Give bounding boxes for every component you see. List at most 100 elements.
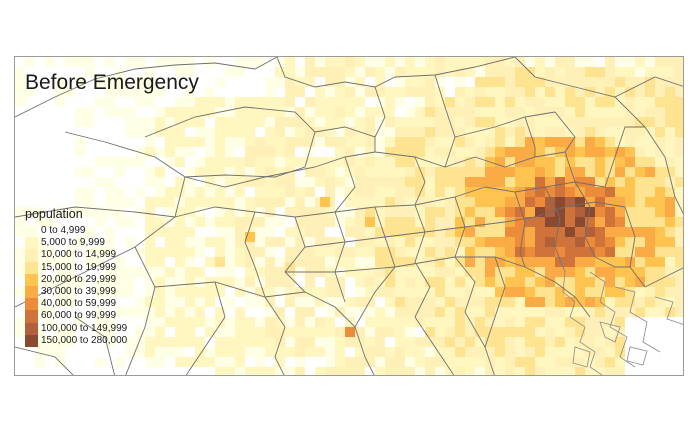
grid-cell	[655, 147, 665, 157]
grid-cell	[645, 297, 655, 307]
grid-cell	[315, 117, 325, 127]
grid-cell	[335, 137, 345, 147]
grid-cell	[155, 57, 165, 67]
grid-cell	[545, 67, 555, 77]
grid-cell	[345, 87, 355, 97]
grid-cell	[645, 147, 655, 157]
grid-cell	[535, 57, 545, 67]
grid-cell	[95, 207, 105, 217]
grid-cell	[295, 67, 305, 77]
grid-cell	[75, 147, 85, 157]
grid-cell	[595, 247, 605, 257]
grid-cell	[185, 137, 195, 147]
grid-cell	[245, 127, 255, 137]
grid-cell	[285, 187, 295, 197]
grid-cell	[175, 337, 185, 347]
grid-cell	[395, 117, 405, 127]
grid-cell	[405, 157, 415, 167]
grid-cell	[215, 227, 225, 237]
grid-cell	[225, 207, 235, 217]
grid-cell	[505, 237, 515, 247]
grid-cell	[275, 277, 285, 287]
grid-cell	[625, 87, 635, 97]
grid-cell	[515, 197, 525, 207]
grid-cell	[535, 237, 545, 247]
grid-cell	[525, 277, 535, 287]
grid-cell	[405, 187, 415, 197]
grid-cell	[205, 327, 215, 337]
grid-cell	[625, 97, 635, 107]
grid-cell	[165, 227, 175, 237]
grid-cell	[565, 217, 575, 227]
grid-cell	[305, 307, 315, 317]
grid-cell	[285, 127, 295, 137]
grid-cell	[445, 197, 455, 207]
grid-cell	[565, 207, 575, 217]
grid-cell	[505, 197, 515, 207]
grid-cell	[455, 267, 465, 277]
grid-cell	[125, 197, 135, 207]
grid-cell	[655, 217, 665, 227]
grid-cell	[295, 337, 305, 347]
grid-cell	[545, 357, 555, 367]
grid-cell	[675, 217, 683, 227]
grid-cell	[325, 347, 335, 357]
grid-cell	[45, 217, 55, 227]
grid-cell	[525, 337, 535, 347]
grid-cell	[315, 287, 325, 297]
grid-cell	[155, 187, 165, 197]
grid-cell	[55, 77, 65, 87]
grid-cell	[185, 97, 195, 107]
boundary-line	[644, 267, 683, 288]
grid-cell	[65, 337, 75, 347]
grid-cell	[265, 157, 275, 167]
grid-cell	[455, 67, 465, 77]
grid-cell	[645, 307, 655, 317]
grid-cell	[395, 97, 405, 107]
grid-cell	[265, 87, 275, 97]
grid-cell	[525, 207, 535, 217]
grid-cell	[465, 177, 475, 187]
legend-swatch	[25, 225, 38, 238]
grid-cell	[345, 177, 355, 187]
grid-cell	[465, 207, 475, 217]
grid-cell	[375, 267, 385, 277]
grid-cell	[135, 307, 145, 317]
grid-cell	[325, 187, 335, 197]
grid-cell	[215, 257, 225, 267]
grid-cell	[85, 167, 95, 177]
grid-cell	[395, 157, 405, 167]
grid-cell	[405, 227, 415, 237]
grid-cell	[555, 287, 565, 297]
grid-cell	[325, 87, 335, 97]
grid-cell	[195, 337, 205, 347]
grid-cell	[645, 167, 655, 177]
grid-cell	[155, 117, 165, 127]
grid-cell	[435, 237, 445, 247]
grid-cell	[245, 147, 255, 157]
grid-cell	[235, 127, 245, 137]
grid-cell	[455, 257, 465, 267]
grid-cell	[155, 147, 165, 157]
grid-cell	[635, 67, 645, 77]
grid-cell	[445, 337, 455, 347]
grid-cell	[285, 147, 295, 157]
grid-cell	[585, 217, 595, 227]
grid-cell	[405, 117, 415, 127]
grid-cell	[445, 317, 455, 327]
grid-cell	[185, 357, 195, 367]
grid-cell	[655, 177, 665, 187]
grid-cell	[185, 337, 195, 347]
grid-cell	[425, 347, 435, 357]
grid-cell	[565, 97, 575, 107]
grid-cell	[605, 177, 615, 187]
grid-cell	[335, 157, 345, 167]
grid-cell	[135, 127, 145, 137]
grid-cell	[175, 287, 185, 297]
grid-cell	[365, 317, 375, 327]
grid-cell	[465, 257, 475, 267]
grid-cell	[635, 147, 645, 157]
grid-cell	[345, 107, 355, 117]
grid-cell	[455, 247, 465, 257]
grid-cell	[395, 177, 405, 187]
